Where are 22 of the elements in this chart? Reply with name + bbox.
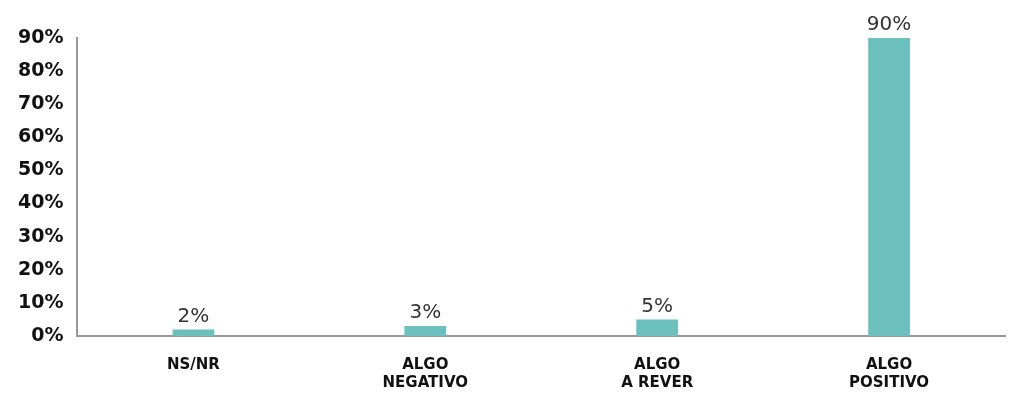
y-tick-label: 80% (17, 58, 64, 81)
x-tick-label: ALGO A REVER (621, 354, 694, 391)
x-tick-label: ALGO NEGATIVO (382, 354, 469, 391)
y-tick-label: 40% (17, 190, 64, 213)
y-tick-label: 30% (17, 223, 64, 246)
data-label: 3% (409, 299, 442, 324)
bar (868, 38, 910, 336)
y-tick-label: 50% (17, 157, 64, 180)
x-tick-label: ALGO POSITIVO (849, 354, 930, 391)
bar (636, 319, 679, 336)
data-label: 5% (641, 292, 674, 317)
y-tick-label: 70% (17, 91, 64, 114)
y-tick-label: 20% (17, 256, 64, 279)
data-label: 90% (866, 11, 912, 36)
x-tick-label: NS/NR (166, 354, 221, 373)
data-label: 2% (177, 302, 210, 327)
bar (404, 326, 447, 336)
y-tick-label: 60% (17, 124, 64, 147)
bar (172, 329, 215, 336)
y-tick-label: 0% (31, 322, 64, 345)
y-tick-label: 10% (17, 289, 64, 312)
y-tick-label: 90% (17, 24, 64, 47)
